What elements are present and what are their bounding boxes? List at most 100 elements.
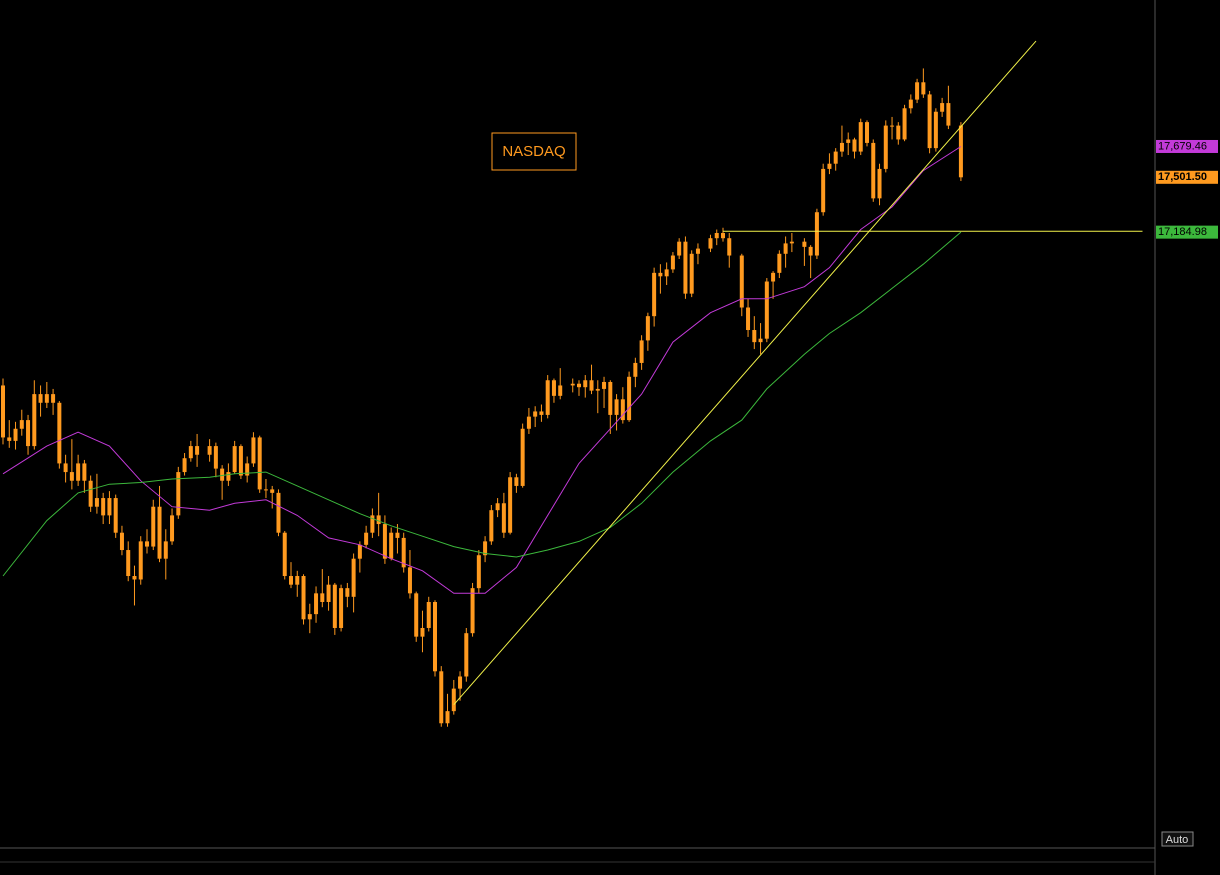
last-value-label: 17,184.98 [1158,226,1207,238]
candle-body [401,537,406,568]
candle-body [63,463,68,473]
candle-body [802,241,807,247]
candle-body [195,446,200,455]
candle-body [958,125,963,178]
candle-body [345,588,350,597]
candle-body [445,711,450,724]
candle-body [583,380,588,388]
candle-body [658,272,663,277]
candle-body [245,463,250,476]
last-value-tag [1156,225,1218,239]
candle-body [595,388,600,391]
candle-body [426,602,431,628]
last-value-tag [1156,139,1218,153]
candle-body [351,558,356,597]
candle-body [226,472,231,481]
candle-body [902,108,907,140]
candle-body [339,588,344,628]
candle-body [808,246,813,256]
candle-body [514,477,519,486]
auto-button[interactable] [1161,831,1194,847]
candle-body [921,82,926,95]
candle-body [483,541,488,556]
candle-body [76,463,81,481]
candle-body [927,94,932,149]
candle-body [263,489,268,491]
candle-body [683,241,688,294]
candle-body [220,468,225,481]
candle-body [727,238,732,256]
candle-body [126,550,131,577]
candle-body [871,142,876,199]
auto-button-label[interactable]: Auto [1166,834,1189,846]
candle-body [1,385,5,438]
candle-body [433,602,437,672]
candle-body [357,544,362,559]
candle-body [664,269,669,277]
candle-body [232,446,237,473]
candle-body [257,437,262,490]
candle-body [739,255,744,308]
candle-body [520,428,525,486]
candle-body [119,532,124,551]
y-axis-panel [1155,0,1220,875]
candle-body [577,383,581,388]
candle-body [508,477,513,533]
candle-body [890,125,895,127]
candle-body [282,532,287,577]
candle-body [326,584,331,603]
candle-body [32,394,37,447]
candle-body [51,394,56,403]
candle-body [620,399,625,421]
candle-body [370,515,375,533]
candle-body [501,503,506,533]
candle-body [458,676,463,689]
candle-body [495,503,500,511]
candle-body [883,125,888,169]
candle-body [814,212,819,256]
candle-body [777,253,782,273]
candle-body [915,82,920,100]
candle-body [38,394,43,403]
candle-body [57,402,62,464]
candle-body [295,576,300,585]
candle-body [614,399,619,415]
candle-body [827,163,832,169]
candle-body [476,555,481,589]
candle-body [558,385,563,396]
candle-body [821,168,826,213]
candle-body [382,524,387,559]
candle-body [539,411,544,415]
candle-body [314,593,319,615]
candle-body [389,532,394,559]
candle-body [833,151,838,164]
candle-body [270,489,275,493]
candle-body [846,139,851,143]
candle-body [783,243,788,254]
candle-body [746,307,751,331]
candle-body [470,588,475,634]
candle-body [151,506,156,547]
candle-body [789,241,794,244]
candle-body [207,446,212,455]
candle-body [170,515,175,542]
candle-body [551,380,556,396]
candle-body [301,576,306,620]
candle-body [689,253,694,294]
candle-body [188,446,193,459]
candle-body [82,463,87,481]
candle-body [138,541,143,580]
candle-body [877,168,882,199]
candle-body [26,420,31,447]
candle-body [940,103,945,112]
candle-body [839,142,844,152]
candle-body [44,394,49,403]
candle-body [145,541,149,547]
candle-body [107,498,112,516]
marks [1,40,1143,727]
line-series [2,146,962,594]
candle-body [645,316,650,341]
last-value-tag [1156,170,1218,184]
last-value-label: 17,679.46 [1158,140,1207,152]
